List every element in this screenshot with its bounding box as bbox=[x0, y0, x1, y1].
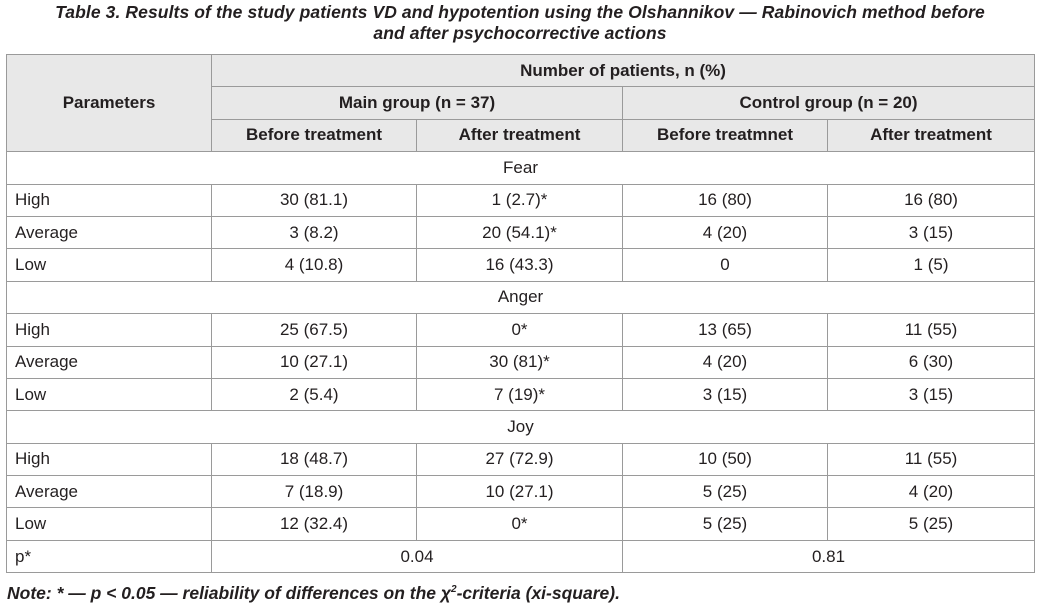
control-before-cell: 5 (25) bbox=[622, 475, 828, 509]
table-note: Note: * — p < 0.05 — reliability of diff… bbox=[7, 579, 620, 604]
section-row-anger: Anger bbox=[5, 280, 1036, 315]
header-parameters: Parameters bbox=[6, 53, 212, 153]
header-control-group: Control group (n = 20) bbox=[621, 86, 1036, 120]
results-table: Parameters Number of patients, n (%) Mai… bbox=[5, 53, 1036, 574]
header-main-group: Main group (n = 37) bbox=[211, 86, 623, 120]
main-before-cell: 30 (81.1) bbox=[211, 183, 417, 217]
main-before-cell: 12 (32.4) bbox=[211, 507, 417, 541]
main-before-cell: 7 (18.9) bbox=[211, 475, 417, 509]
param-cell: Low bbox=[6, 507, 212, 541]
control-after-cell: 6 (30) bbox=[826, 345, 1036, 379]
control-before-cell: 0 bbox=[622, 248, 828, 282]
control-before-cell: 10 (50) bbox=[622, 442, 828, 477]
note-prefix: Note: * — p < 0.05 — reliability of diff… bbox=[7, 582, 451, 603]
param-cell: High bbox=[6, 183, 212, 217]
main-before-cell: 4 (10.8) bbox=[211, 248, 417, 282]
control-before-cell: 13 (65) bbox=[622, 313, 828, 347]
header-main-after: After treatment bbox=[416, 118, 623, 153]
caption-line-1: Table 3. Results of the study patients V… bbox=[55, 2, 985, 22]
control-after-cell: 1 (5) bbox=[826, 248, 1036, 282]
control-after-cell: 3 (15) bbox=[826, 377, 1036, 412]
param-cell: Low bbox=[6, 248, 212, 282]
param-cell: Low bbox=[6, 377, 212, 412]
control-before-cell: 16 (80) bbox=[622, 183, 828, 217]
control-before-cell: 4 (20) bbox=[622, 215, 828, 250]
header-control-after: After treatment bbox=[826, 118, 1036, 153]
main-after-cell: 30 (81)* bbox=[416, 345, 623, 379]
control-before-cell: 5 (25) bbox=[622, 507, 828, 541]
main-after-cell: 20 (54.1)* bbox=[416, 215, 623, 250]
section-row-joy: Joy bbox=[5, 410, 1036, 444]
main-after-cell: 16 (43.3) bbox=[416, 248, 623, 282]
table-row: Low 4 (10.8) 16 (43.3) 0 1 (5) bbox=[6, 248, 1036, 282]
control-after-cell: 4 (20) bbox=[826, 475, 1036, 509]
table-row: High 30 (81.1) 1 (2.7)* 16 (80) 16 (80) bbox=[6, 183, 1036, 217]
main-after-cell: 1 (2.7)* bbox=[416, 183, 623, 217]
table-row: Average 10 (27.1) 30 (81)* 4 (20) 6 (30) bbox=[6, 345, 1036, 379]
header-main-before: Before treatment bbox=[211, 118, 417, 153]
main-after-cell: 7 (19)* bbox=[416, 377, 623, 412]
main-before-cell: 3 (8.2) bbox=[211, 215, 417, 250]
param-cell: Average bbox=[6, 475, 212, 509]
table-row: Low 12 (32.4) 0* 5 (25) 5 (25) bbox=[6, 507, 1036, 541]
table-caption: Table 3. Results of the study patients V… bbox=[0, 2, 1040, 44]
main-before-cell: 25 (67.5) bbox=[211, 313, 417, 347]
param-cell: Average bbox=[6, 215, 212, 250]
header-row-1: Parameters Number of patients, n (%) bbox=[6, 53, 1036, 153]
section-title: Fear bbox=[5, 151, 1036, 185]
table-row: High 18 (48.7) 27 (72.9) 10 (50) 11 (55) bbox=[6, 442, 1036, 477]
section-row-fear: Fear bbox=[5, 151, 1036, 185]
p-label-cell: p* bbox=[6, 539, 212, 574]
caption-line-2: and after psychocorrective actions bbox=[373, 23, 667, 43]
section-title: Joy bbox=[5, 410, 1036, 444]
header-row-3: Before treatment After treatment Before … bbox=[7, 118, 1036, 153]
param-cell: High bbox=[6, 442, 212, 477]
control-after-cell: 11 (55) bbox=[826, 313, 1036, 347]
param-cell: Average bbox=[6, 345, 212, 379]
note-suffix: -criteria (xi-square). bbox=[456, 582, 620, 603]
param-cell: High bbox=[6, 313, 212, 347]
header-control-before: Before treatmnet bbox=[622, 118, 828, 153]
table-row: High 25 (67.5) 0* 13 (65) 11 (55) bbox=[6, 313, 1036, 347]
control-after-cell: 3 (15) bbox=[826, 215, 1036, 250]
header-row-2: Main group (n = 37) Control group (n = 2… bbox=[7, 86, 1036, 120]
main-after-cell: 27 (72.9) bbox=[416, 442, 623, 477]
note-superscript: 2 bbox=[451, 584, 457, 595]
main-after-cell: 0* bbox=[416, 313, 623, 347]
main-before-cell: 10 (27.1) bbox=[211, 345, 417, 379]
table-row: Average 3 (8.2) 20 (54.1)* 4 (20) 3 (15) bbox=[6, 215, 1036, 250]
p-main-cell: 0.04 bbox=[211, 539, 623, 574]
p-value-row: p* 0.04 0.81 bbox=[6, 539, 1036, 574]
main-after-cell: 10 (27.1) bbox=[416, 475, 623, 509]
main-after-cell: 0* bbox=[416, 507, 623, 541]
control-after-cell: 5 (25) bbox=[826, 507, 1036, 541]
main-before-cell: 18 (48.7) bbox=[211, 442, 417, 477]
table-row: Low 2 (5.4) 7 (19)* 3 (15) 3 (15) bbox=[6, 377, 1036, 412]
section-title: Anger bbox=[5, 280, 1036, 315]
header-number-of-patients: Number of patients, n (%) bbox=[210, 53, 1036, 88]
control-after-cell: 16 (80) bbox=[826, 183, 1036, 217]
table-header: Parameters Number of patients, n (%) Mai… bbox=[6, 53, 1036, 153]
control-after-cell: 11 (55) bbox=[826, 442, 1036, 477]
p-control-cell: 0.81 bbox=[621, 539, 1036, 574]
table-body: Fear High 30 (81.1) 1 (2.7)* 16 (80) 16 … bbox=[5, 151, 1036, 574]
control-before-cell: 3 (15) bbox=[622, 377, 828, 412]
main-before-cell: 2 (5.4) bbox=[211, 377, 417, 412]
table-row: Average 7 (18.9) 10 (27.1) 5 (25) 4 (20) bbox=[6, 475, 1036, 509]
control-before-cell: 4 (20) bbox=[622, 345, 828, 379]
